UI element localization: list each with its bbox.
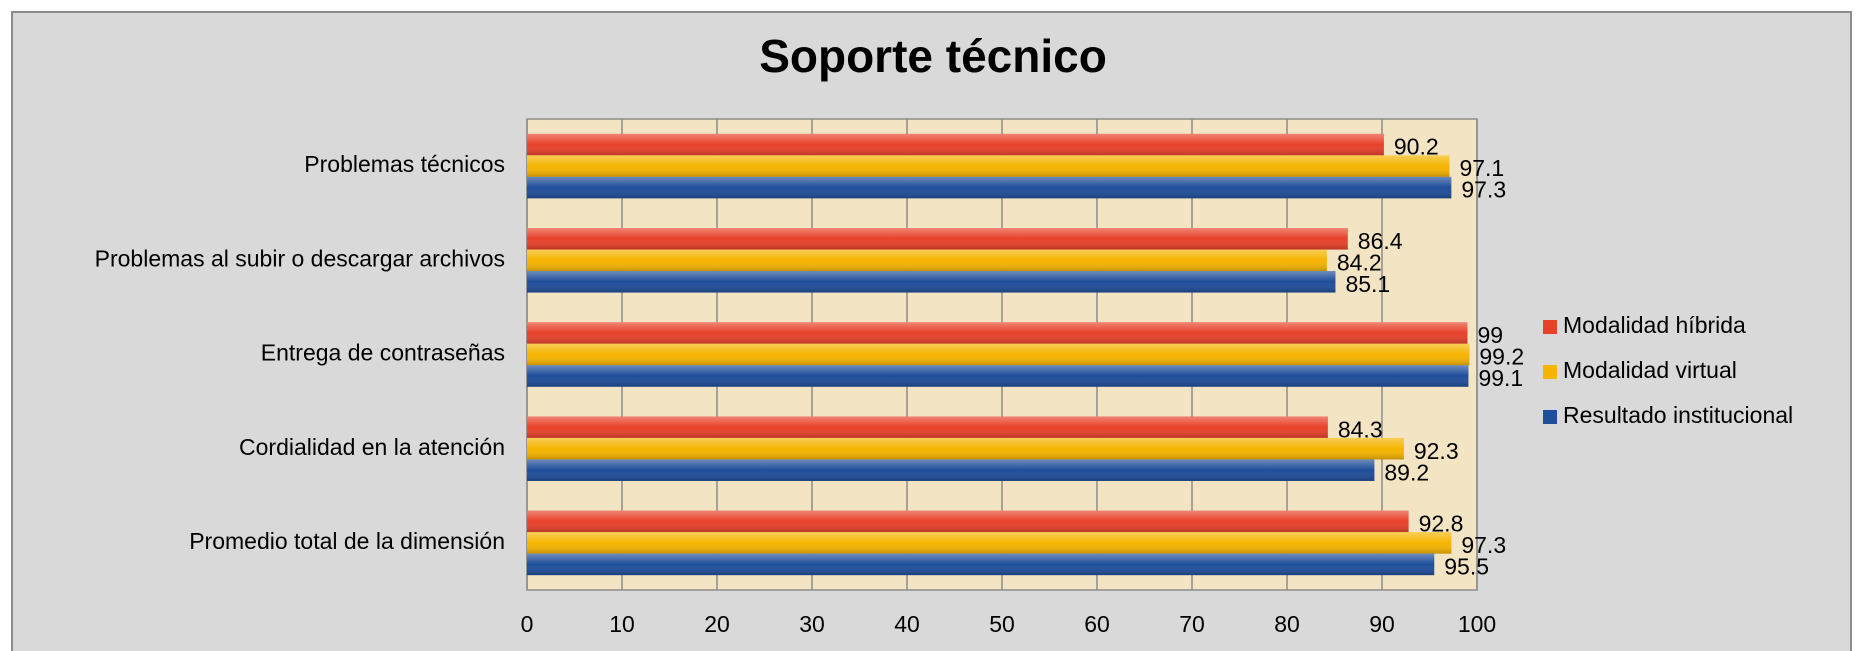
x-tick-label: 40 xyxy=(894,611,920,637)
y-tick-label: Promedio total de la dimensión xyxy=(189,528,505,554)
legend-label: Modalidad híbrida xyxy=(1563,312,1746,338)
value-label: 99.1 xyxy=(1478,365,1523,391)
x-tick-label: 0 xyxy=(521,611,534,637)
legend-label: Modalidad virtual xyxy=(1563,357,1737,383)
legend-swatch xyxy=(1543,365,1557,379)
value-label: 86.4 xyxy=(1358,228,1403,254)
bar-shine xyxy=(527,416,1328,438)
x-tick-label: 10 xyxy=(609,611,635,637)
x-tick-label: 70 xyxy=(1179,611,1205,637)
bar-shine xyxy=(527,553,1435,576)
x-tick-label: 20 xyxy=(704,611,730,637)
x-tick-label: 100 xyxy=(1458,611,1496,637)
x-tick-label: 80 xyxy=(1274,611,1300,637)
bar-shine xyxy=(527,271,1336,293)
value-label: 89.2 xyxy=(1384,459,1429,485)
value-label: 97.1 xyxy=(1459,155,1504,181)
chart-title: Soporte técnico xyxy=(759,30,1107,82)
bar-shine xyxy=(527,343,1470,366)
bar-shine xyxy=(527,365,1469,387)
value-label: 99 xyxy=(1478,322,1504,348)
x-tick-label: 60 xyxy=(1084,611,1110,637)
y-tick-label: Entrega de contraseñas xyxy=(261,340,505,366)
value-label: 92.8 xyxy=(1419,510,1464,536)
bar-shine xyxy=(527,322,1468,344)
value-label: 99.2 xyxy=(1479,344,1524,370)
bar-shine xyxy=(527,176,1452,199)
bar-shine xyxy=(527,532,1452,554)
value-label: 97.3 xyxy=(1461,177,1506,203)
bar-shine xyxy=(527,437,1404,460)
x-tick-label: 90 xyxy=(1369,611,1395,637)
legend-swatch xyxy=(1543,410,1557,424)
value-label: 84.3 xyxy=(1338,416,1383,442)
bar-shine xyxy=(527,228,1348,250)
legend-label: Resultado institucional xyxy=(1563,402,1793,428)
y-tick-label: Cordialidad en la atención xyxy=(239,434,505,460)
x-tick-label: 50 xyxy=(989,611,1015,637)
value-label: 95.5 xyxy=(1444,553,1489,579)
value-label: 97.3 xyxy=(1461,532,1506,558)
legend-swatch xyxy=(1543,320,1557,334)
bar-shine xyxy=(527,249,1327,272)
bar-shine xyxy=(527,510,1409,533)
value-label: 90.2 xyxy=(1394,134,1439,160)
bar-shine xyxy=(527,155,1450,177)
x-tick-label: 30 xyxy=(799,611,825,637)
y-tick-label: Problemas al subir o descargar archivos xyxy=(95,245,505,271)
value-label: 85.1 xyxy=(1345,271,1390,297)
y-tick-label: Problemas técnicos xyxy=(304,151,505,177)
bar-shine xyxy=(527,133,1384,156)
bar-shine xyxy=(527,459,1375,481)
value-label: 84.2 xyxy=(1337,249,1382,275)
value-label: 92.3 xyxy=(1414,438,1459,464)
